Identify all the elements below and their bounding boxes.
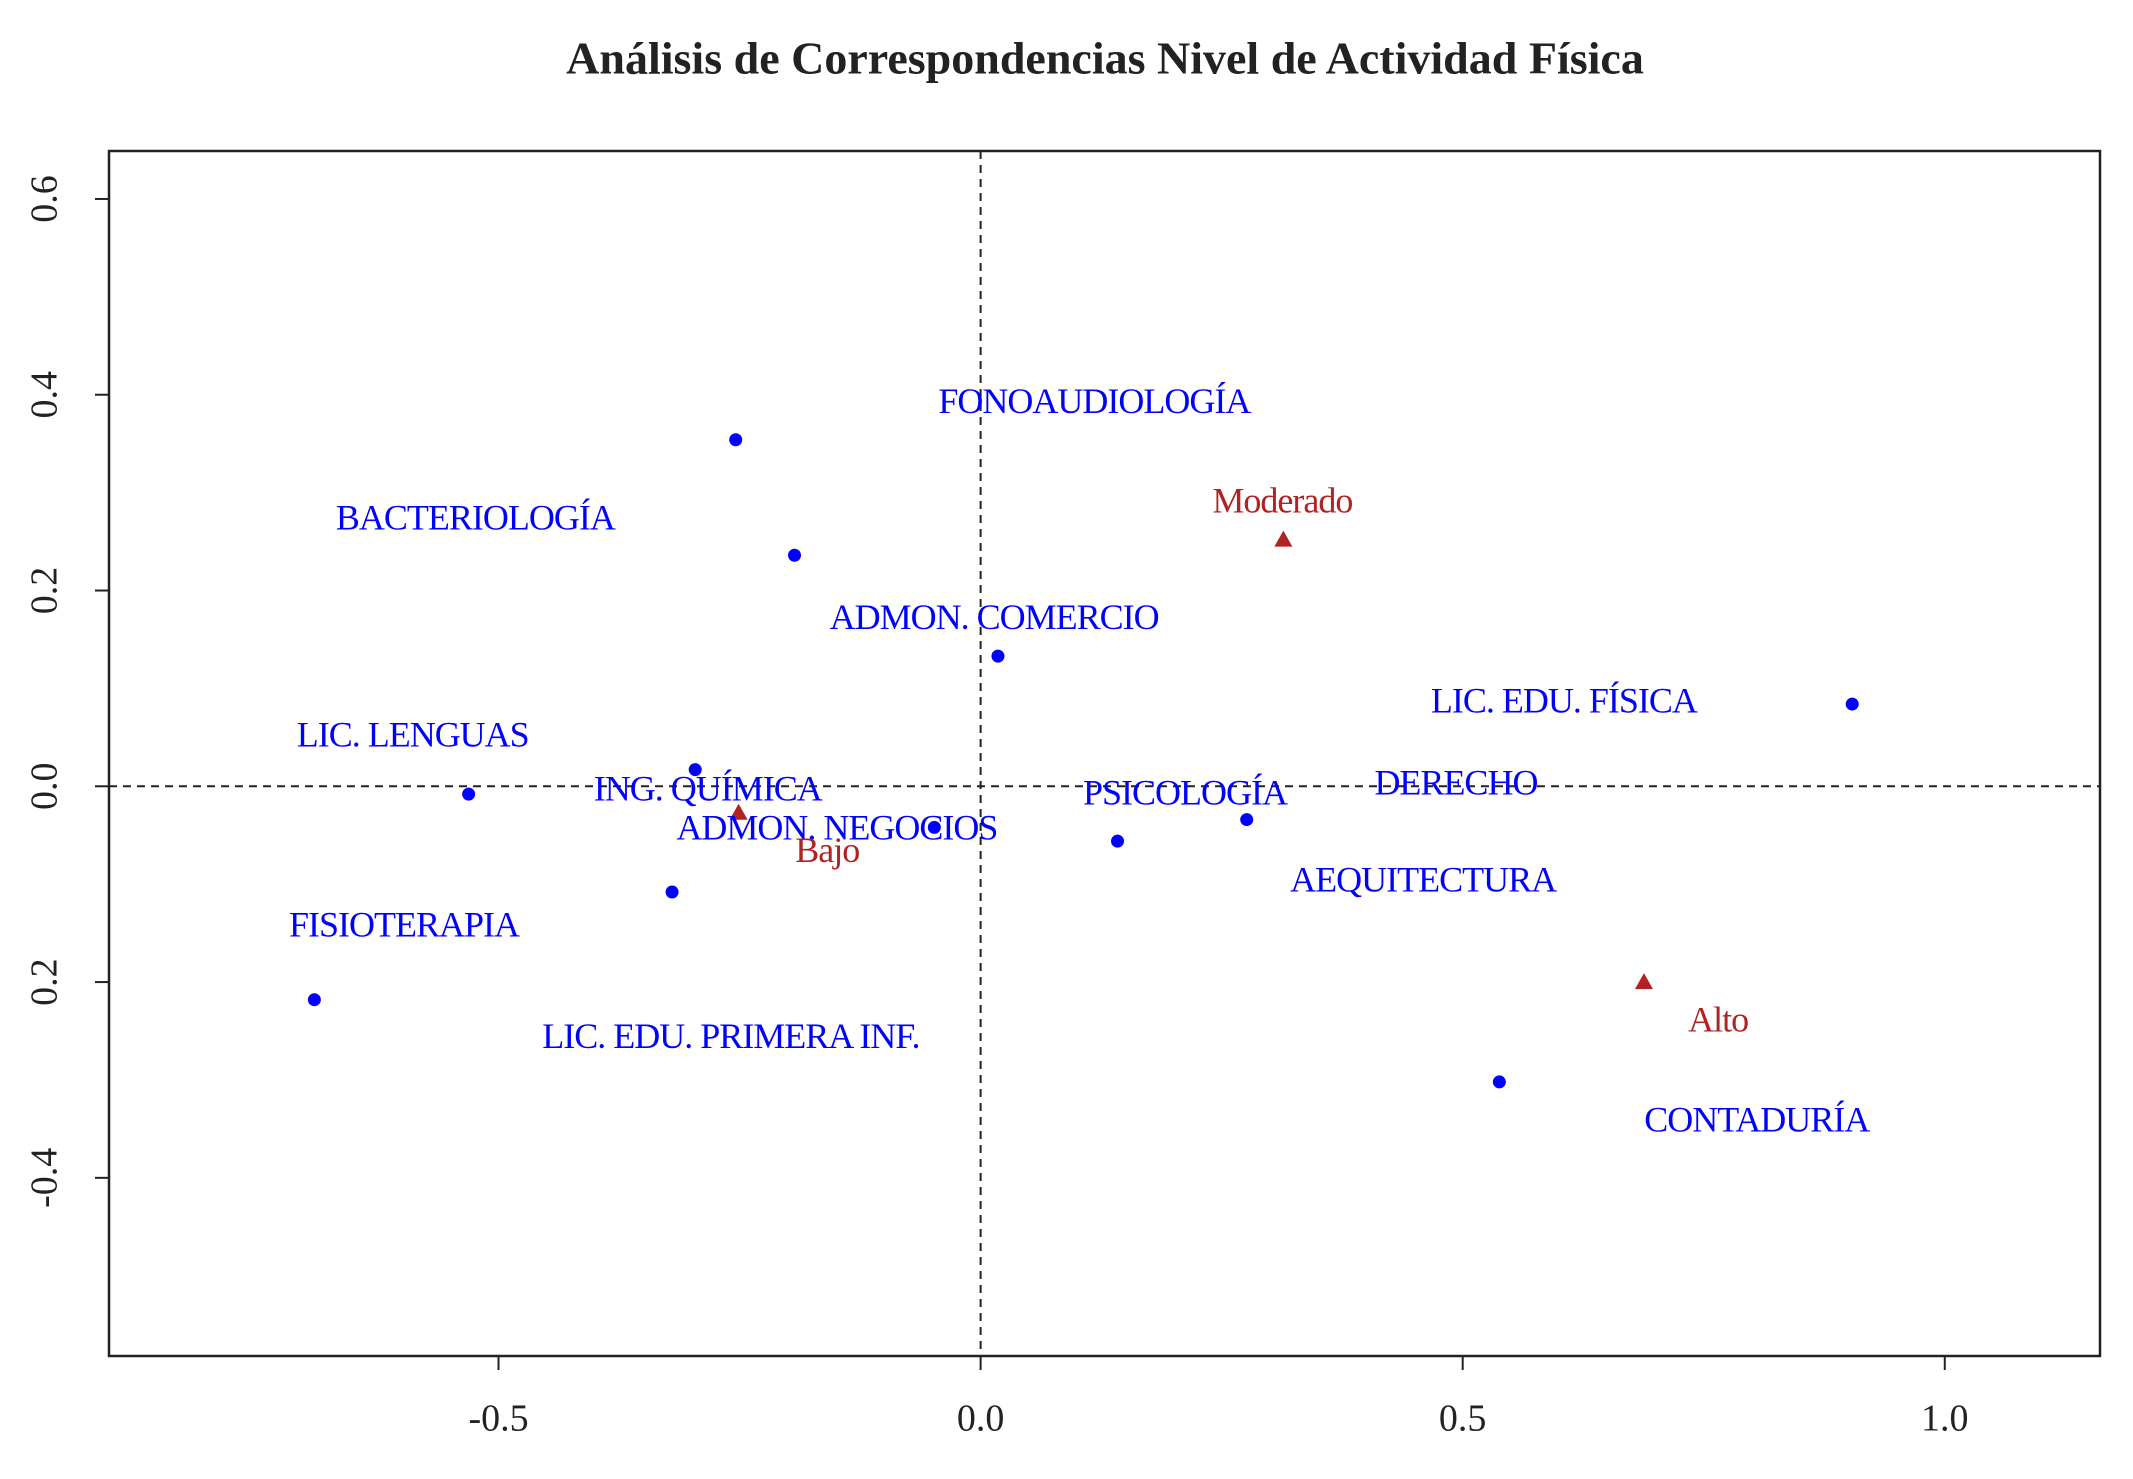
point-label: LIC. EDU. PRIMERA INF.: [542, 1016, 919, 1056]
point: [927, 820, 941, 834]
point-label: FISIOTERAPIA: [289, 904, 520, 944]
x-tick-label: 1.0: [1921, 1398, 1969, 1440]
point: [1111, 834, 1125, 848]
point: [1634, 973, 1653, 990]
y-tick-label: 0.6: [24, 175, 66, 223]
point-label: FONOAUDIOLOGÍA: [938, 381, 1251, 421]
y-tick-label: 0.0: [24, 763, 66, 811]
point-label: Bajo: [795, 830, 859, 870]
y-tick-label: -0.4: [24, 1148, 66, 1208]
point-label: Alto: [1688, 999, 1748, 1039]
point-label: ING. QUÍMICA: [594, 768, 823, 808]
point: [688, 763, 702, 777]
point: [729, 803, 748, 820]
point-label: ADMON. COMERCIO: [830, 597, 1159, 637]
point-label: ADMON. NEGOCIOS: [676, 808, 997, 848]
x-tick-label: 0.5: [1439, 1398, 1487, 1440]
point: [1492, 1075, 1506, 1089]
point: [665, 885, 679, 899]
point-label: Moderado: [1212, 481, 1352, 521]
point-label: LIC. LENGUAS: [297, 715, 529, 755]
point: [307, 993, 321, 1007]
point-label: BACTERIOLOGÍA: [336, 497, 616, 537]
y-tick-label: 0.4: [24, 371, 66, 419]
plot-frame: [107, 149, 2102, 1358]
chart-title: Análisis de Correspondencias Nivel de Ac…: [566, 33, 1644, 84]
point-label: LIC. EDU. FÍSICA: [1431, 680, 1698, 720]
point: [788, 548, 802, 562]
x-tick-label: 0.0: [957, 1398, 1005, 1440]
point: [1240, 813, 1254, 827]
y-tick-label: 0.2: [24, 958, 66, 1006]
point: [991, 649, 1005, 663]
y-tick-label: 0.2: [24, 567, 66, 615]
point: [1274, 530, 1293, 547]
point: [1845, 697, 1859, 711]
point-label: AEQUITECTURA: [1290, 859, 1557, 899]
point: [462, 787, 476, 801]
x-tick-label: -0.5: [468, 1398, 528, 1440]
point: [729, 433, 743, 447]
point-label: CONTADURÍA: [1644, 1099, 1870, 1139]
point-label: DERECHO: [1374, 763, 1537, 803]
point-label: PSICOLOGÍA: [1083, 772, 1288, 812]
